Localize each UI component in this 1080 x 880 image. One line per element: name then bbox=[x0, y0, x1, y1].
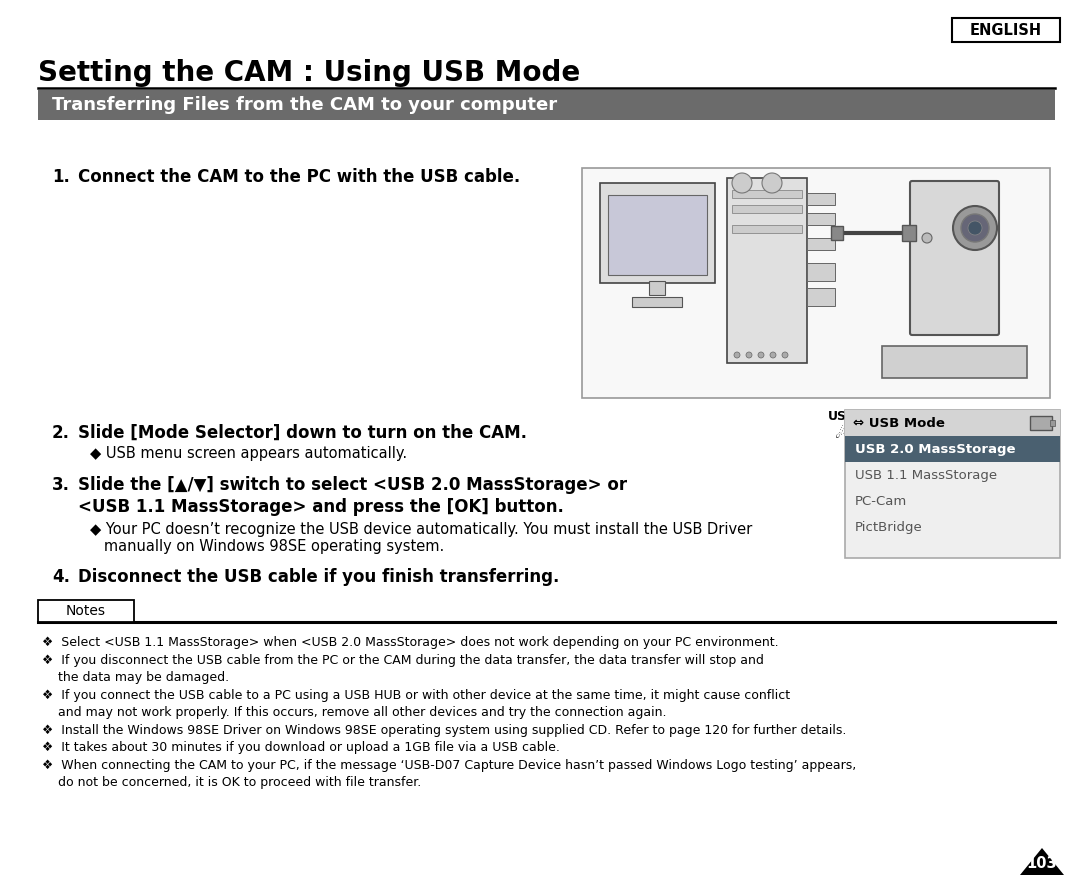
FancyBboxPatch shape bbox=[910, 181, 999, 335]
Text: Slide the [▲/▼] switch to select <USB 2.0 MassStorage> or: Slide the [▲/▼] switch to select <USB 2.… bbox=[78, 476, 627, 494]
Bar bbox=[807, 263, 835, 281]
Text: Transferring Files from the CAM to your computer: Transferring Files from the CAM to your … bbox=[52, 96, 557, 114]
Text: manually on Windows 98SE operating system.: manually on Windows 98SE operating syste… bbox=[90, 539, 444, 554]
Bar bbox=[732, 205, 802, 213]
Text: ◆ USB menu screen appears automatically.: ◆ USB menu screen appears automatically. bbox=[90, 446, 407, 461]
Bar bbox=[38, 90, 1055, 120]
Text: 3.: 3. bbox=[52, 476, 70, 494]
Bar bbox=[951, 18, 1059, 42]
Text: do not be concerned, it is OK to proceed with file transfer.: do not be concerned, it is OK to proceed… bbox=[42, 776, 421, 789]
Circle shape bbox=[782, 352, 788, 358]
Bar bbox=[807, 288, 835, 306]
Bar bbox=[807, 238, 835, 250]
Bar bbox=[600, 183, 715, 283]
FancyArrowPatch shape bbox=[993, 532, 1024, 540]
Bar bbox=[845, 410, 1059, 558]
Text: 4.: 4. bbox=[52, 568, 70, 586]
Bar bbox=[727, 178, 807, 363]
Bar bbox=[1050, 420, 1055, 426]
Circle shape bbox=[922, 233, 932, 243]
Text: and may not work properly. If this occurs, remove all other devices and try the : and may not work properly. If this occur… bbox=[42, 706, 666, 719]
FancyArrowPatch shape bbox=[993, 503, 1024, 512]
Text: ❖  It takes about 30 minutes if you download or upload a 1GB file via a USB cabl: ❖ It takes about 30 minutes if you downl… bbox=[42, 741, 559, 754]
Text: ❖  Select <USB 1.1 MassStorage> when <USB 2.0 MassStorage> does not work dependi: ❖ Select <USB 1.1 MassStorage> when <USB… bbox=[42, 636, 779, 649]
Bar bbox=[732, 225, 802, 233]
Bar bbox=[831, 226, 843, 240]
Text: ⇔ USB Mode: ⇔ USB Mode bbox=[853, 416, 945, 429]
Bar bbox=[608, 195, 707, 275]
Text: ☄: ☄ bbox=[835, 426, 849, 441]
Text: <USB 1.1 MassStorage> and press the [OK] button.: <USB 1.1 MassStorage> and press the [OK]… bbox=[78, 498, 564, 516]
Text: 2.: 2. bbox=[52, 424, 70, 442]
Text: PictBridge: PictBridge bbox=[855, 520, 922, 533]
Text: Slide [Mode Selector] down to turn on the CAM.: Slide [Mode Selector] down to turn on th… bbox=[78, 424, 527, 442]
Bar bbox=[807, 193, 835, 205]
Circle shape bbox=[746, 352, 752, 358]
Circle shape bbox=[734, 352, 740, 358]
Text: the data may be damaged.: the data may be damaged. bbox=[42, 671, 229, 684]
Text: PC-Cam: PC-Cam bbox=[855, 495, 907, 508]
Text: Disconnect the USB cable if you finish transferring.: Disconnect the USB cable if you finish t… bbox=[78, 568, 559, 586]
Bar bbox=[632, 297, 681, 307]
Polygon shape bbox=[1020, 848, 1064, 875]
Text: ❖  If you disconnect the USB cable from the PC or the CAM during the data transf: ❖ If you disconnect the USB cable from t… bbox=[42, 654, 764, 666]
Text: USB 1.1 MassStorage: USB 1.1 MassStorage bbox=[855, 468, 997, 481]
Bar bbox=[38, 600, 134, 622]
Text: ❖  If you connect the USB cable to a PC using a USB HUB or with other device at : ❖ If you connect the USB cable to a PC u… bbox=[42, 688, 791, 701]
Bar bbox=[882, 346, 1027, 378]
Text: ◆ Your PC doesn’t recognize the USB device automatically. You must install the U: ◆ Your PC doesn’t recognize the USB devi… bbox=[90, 522, 753, 537]
Bar bbox=[582, 168, 1050, 398]
Text: Setting the CAM : Using USB Mode: Setting the CAM : Using USB Mode bbox=[38, 59, 580, 87]
Text: ❖  When connecting the CAM to your PC, if the message ‘USB-D07 Capture Device ha: ❖ When connecting the CAM to your PC, if… bbox=[42, 759, 856, 772]
Circle shape bbox=[968, 221, 982, 235]
FancyArrowPatch shape bbox=[937, 503, 969, 512]
Circle shape bbox=[758, 352, 764, 358]
Bar bbox=[845, 436, 1059, 462]
Circle shape bbox=[762, 173, 782, 193]
Text: ENGLISH: ENGLISH bbox=[970, 23, 1042, 38]
Bar bbox=[807, 213, 835, 225]
Text: 1.: 1. bbox=[52, 168, 70, 186]
Text: USB 2.0 MassStorage: USB 2.0 MassStorage bbox=[855, 443, 1015, 456]
Bar bbox=[902, 225, 916, 241]
Bar bbox=[649, 281, 665, 295]
Text: Notes: Notes bbox=[66, 604, 106, 618]
Text: 103: 103 bbox=[1027, 856, 1057, 871]
Circle shape bbox=[770, 352, 777, 358]
FancyArrowPatch shape bbox=[937, 532, 969, 540]
Text: Connect the CAM to the PC with the USB cable.: Connect the CAM to the PC with the USB c… bbox=[78, 168, 521, 186]
Bar bbox=[1030, 416, 1052, 430]
Bar bbox=[845, 410, 1059, 436]
Bar bbox=[732, 190, 802, 198]
Circle shape bbox=[953, 206, 997, 250]
Text: USB: USB bbox=[827, 410, 856, 423]
Circle shape bbox=[732, 173, 752, 193]
Text: ❖  Install the Windows 98SE Driver on Windows 98SE operating system using suppli: ❖ Install the Windows 98SE Driver on Win… bbox=[42, 723, 847, 737]
Circle shape bbox=[961, 214, 989, 242]
